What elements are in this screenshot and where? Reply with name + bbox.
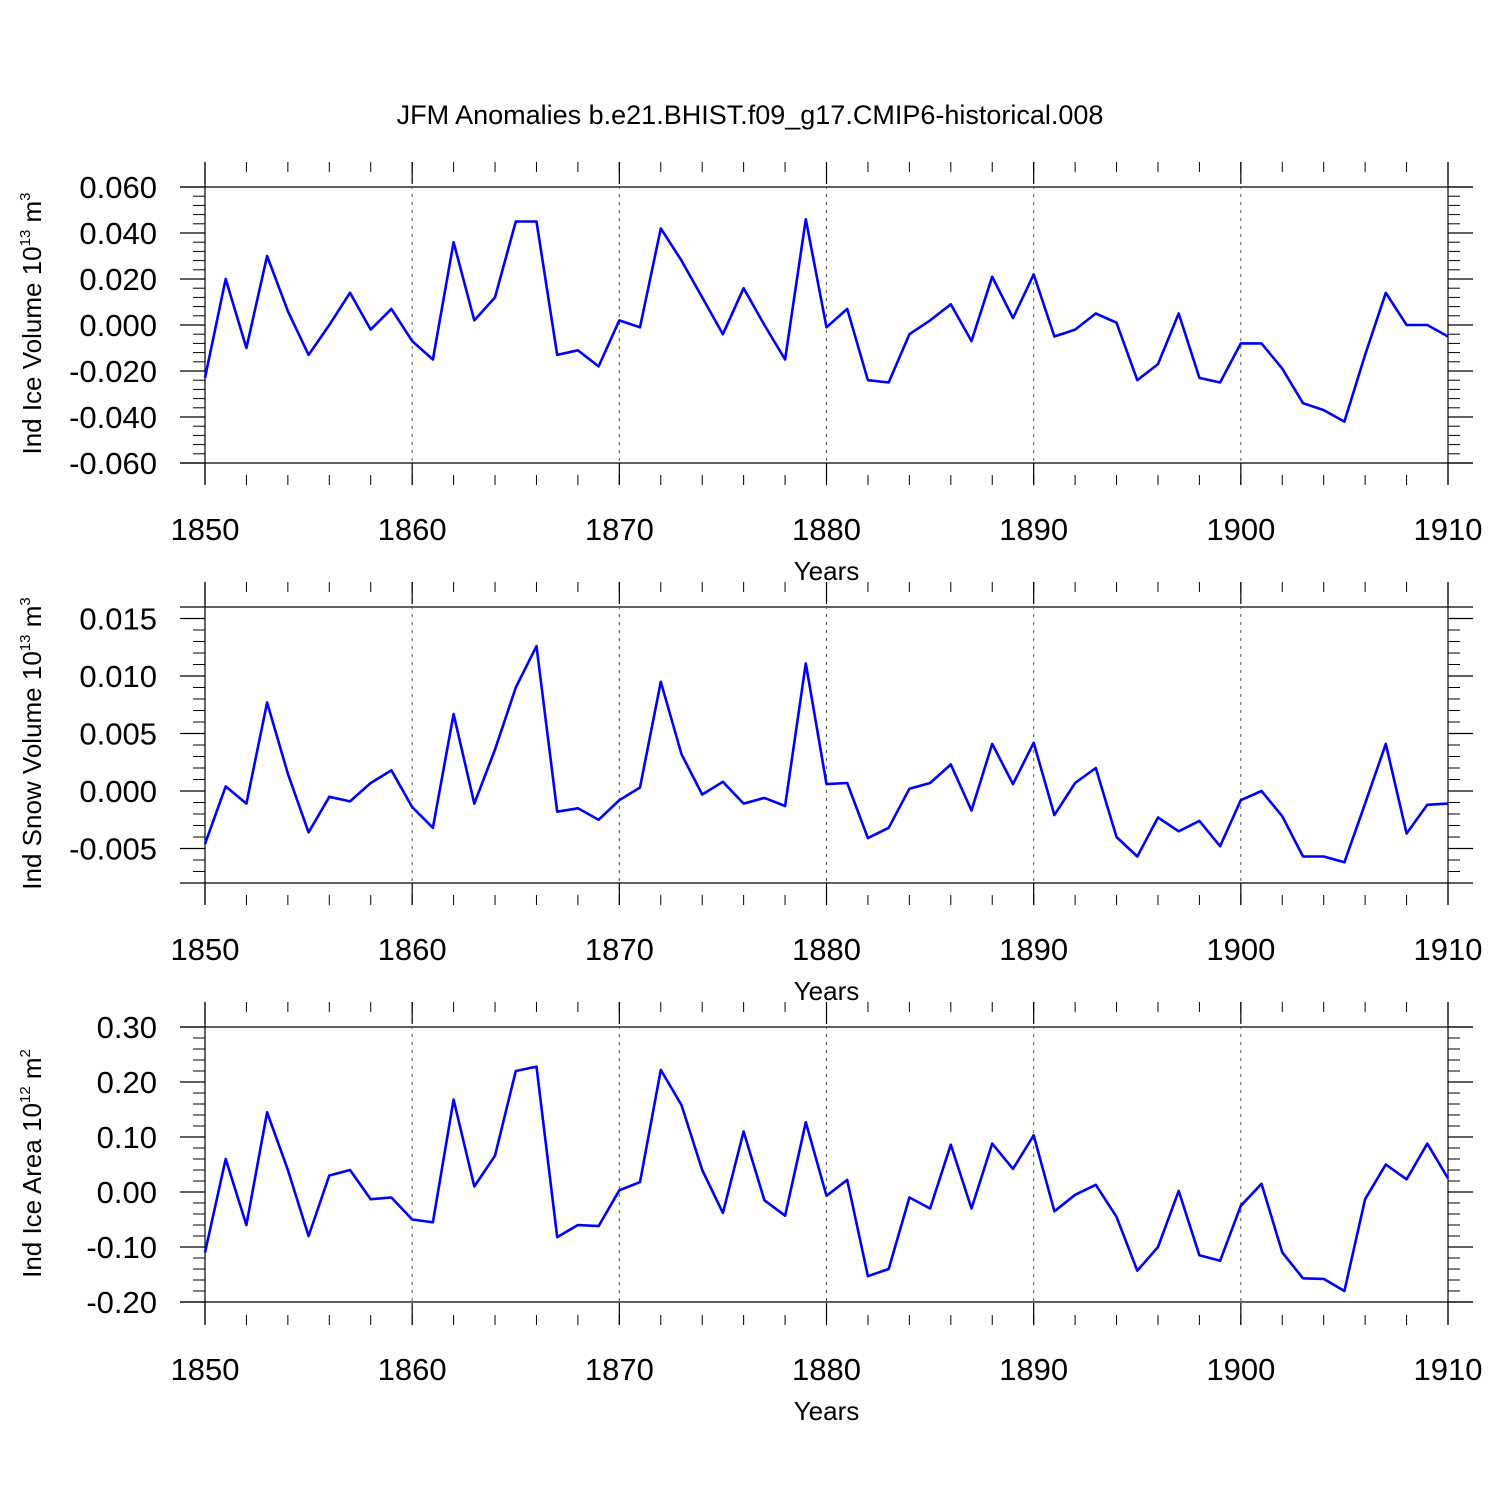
x-tick-label: 1860 [378,512,447,547]
y-tick-label: 0.30 [97,1010,157,1045]
y-tick-label: -0.060 [69,446,157,481]
chart-title: JFM Anomalies b.e21.BHIST.f09_g17.CMIP6-… [397,100,1104,130]
x-axis-label: Years [794,556,860,586]
x-tick-label: 1890 [999,932,1068,967]
x-tick-label: 1860 [378,932,447,967]
x-tick-label: 1910 [1414,1352,1483,1387]
x-tick-label: 1890 [999,512,1068,547]
y-tick-label: -0.10 [86,1230,157,1265]
x-axis-label: Years [794,1396,860,1426]
x-tick-label: 1900 [1206,512,1275,547]
y-tick-label: 0.000 [79,774,157,809]
panel-3: 0.30 0.20 0.10 0.00 -0.10 -0.20 1850 1860 1870 18… [17,1002,1482,1426]
y-tick-label: 0.060 [79,170,157,205]
x-tick-label: 1850 [171,512,240,547]
y-tick-label: 0.10 [97,1120,157,1155]
y-tick-label: -0.005 [69,832,157,867]
x-tick-label: 1880 [792,1352,861,1387]
x-tick-label: 1850 [171,1352,240,1387]
x-axis-label: Years [794,976,860,1006]
x-tick-label: 1890 [999,1352,1068,1387]
panel-2: 0.015 0.010 0.005 0.000 -0.005 1850 1860 1870 18… [17,582,1482,1006]
panel-1: 0.060 0.040 0.020 0.000 -0.020 -0.040 -0.060 18… [17,162,1482,586]
x-tick-label: 1870 [585,1352,654,1387]
y-tick-label: -0.20 [86,1285,157,1320]
x-tick-label: 1910 [1414,512,1483,547]
y-tick-label: 0.000 [79,308,157,343]
y-axis-label: Ind Ice Area 1012 m2 [17,1049,47,1278]
y-tick-label: 0.040 [79,216,157,251]
x-tick-label: 1870 [585,512,654,547]
y-tick-label: 0.020 [79,262,157,297]
y-tick-label: 0.010 [79,659,157,694]
series-line [203,644,1449,864]
y-tick-label: 0.20 [97,1065,157,1100]
y-tick-label: -0.020 [69,354,157,389]
y-tick-label: -0.040 [69,400,157,435]
y-tick-label: 0.015 [79,602,157,637]
series-line [203,217,1449,423]
x-tick-label: 1880 [792,932,861,967]
panels: 0.060 0.040 0.020 0.000 -0.020 -0.040 -0.060 18… [17,162,1482,1426]
x-tick-label: 1850 [171,932,240,967]
y-axis-label: Ind Ice Volume 1013 m3 [17,192,47,454]
x-tick-label: 1870 [585,932,654,967]
x-tick-label: 1910 [1414,932,1483,967]
x-tick-label: 1900 [1206,932,1275,967]
series-line [203,1065,1450,1293]
x-tick-label: 1880 [792,512,861,547]
x-tick-label: 1860 [378,1352,447,1387]
x-tick-label: 1900 [1206,1352,1275,1387]
y-tick-label: 0.005 [79,717,157,752]
y-axis-label: Ind Snow Volume 1013 m3 [17,597,47,889]
y-tick-label: 0.00 [97,1175,157,1210]
